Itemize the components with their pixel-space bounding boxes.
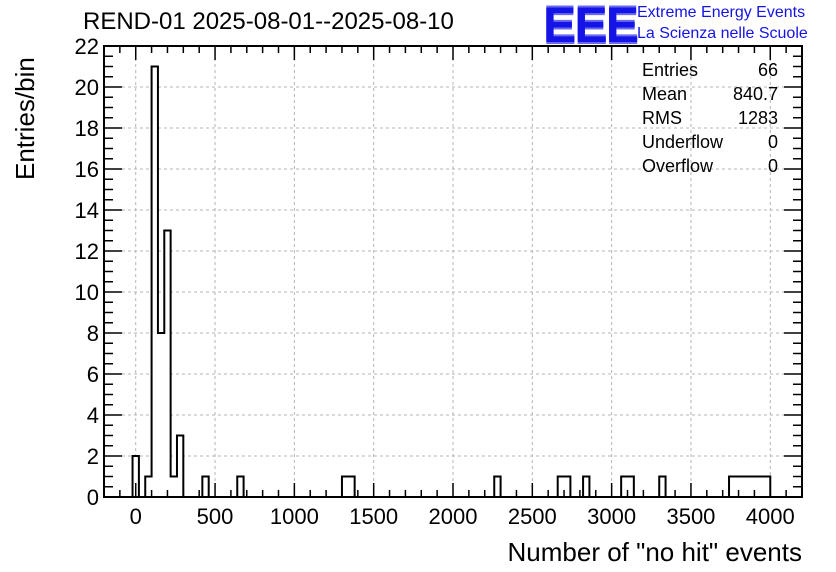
histogram-outline	[131, 65, 772, 497]
histogram-bin	[145, 476, 152, 497]
y-axis-label-wrap: Entries/bin	[8, 57, 40, 180]
x-tick-label: 3500	[666, 504, 715, 529]
histogram-bin	[583, 476, 590, 497]
y-tick-label: 10	[75, 280, 99, 305]
eee-logo: EEE	[543, 0, 639, 53]
stats-entries: Entries 66	[642, 58, 778, 82]
x-tick-label: 500	[197, 504, 234, 529]
stats-overflow-label: Overflow	[642, 156, 714, 176]
stats-entries-value: 66	[757, 60, 778, 80]
stats-rms-label: RMS	[642, 108, 682, 128]
histogram-bin	[557, 476, 571, 497]
y-tick-label: 22	[75, 34, 99, 59]
y-tick-label: 18	[75, 116, 99, 141]
y-tick-label: 14	[75, 198, 99, 223]
x-tick-label: 2000	[429, 504, 478, 529]
histogram-bin	[237, 476, 244, 497]
stats-overflow: Overflow 0	[642, 154, 778, 178]
x-tick-label: 0	[130, 504, 142, 529]
y-tick-labels: 0 2 4 6 8 10 12 14 16 18 20 22	[75, 34, 99, 510]
x-tick-label: 1500	[349, 504, 398, 529]
stats-mean-label: Mean	[642, 84, 688, 104]
logo-line-2: La Scienza nelle Scuole	[637, 25, 808, 42]
y-tick-label: 20	[75, 75, 99, 100]
x-tick-label: 2500	[508, 504, 557, 529]
stats-rms-value: 1283	[737, 108, 778, 128]
y-tick-label: 4	[87, 403, 99, 428]
histogram-bin	[494, 476, 501, 497]
histogram-bin	[151, 66, 158, 497]
axis-ticks	[103, 45, 803, 498]
y-tick-label: 12	[75, 239, 99, 264]
x-tick-label: 1000	[270, 504, 319, 529]
histogram-bin	[132, 456, 139, 497]
histogram-bin	[202, 476, 209, 497]
stats-entries-label: Entries	[642, 60, 699, 80]
x-tick-labels: 0 500 1000 1500 2000 2500 3000 3500 4000	[130, 504, 795, 529]
y-tick-label: 2	[87, 444, 99, 469]
y-tick-label: 16	[75, 157, 99, 182]
grid-lines	[104, 45, 802, 498]
stats-overflow-value: 0	[767, 156, 778, 176]
histogram-bin	[621, 476, 634, 497]
histogram-bin	[170, 476, 177, 497]
stats-underflow: Underflow 0	[642, 130, 778, 154]
stats-rms: RMS 1283	[642, 106, 778, 130]
chart-title: REND-01 2025-08-01--2025-08-10	[83, 8, 454, 35]
histogram-bin	[176, 435, 184, 497]
x-axis-label: Number of "no hit" events	[507, 537, 803, 567]
stats-underflow-value: 0	[767, 132, 778, 152]
stats-mean: Mean 840.7	[642, 82, 778, 106]
y-tick-label: 0	[87, 485, 99, 510]
x-tick-label: 3000	[587, 504, 636, 529]
histogram-bin	[729, 476, 771, 497]
histogram-bin	[341, 476, 355, 497]
x-tick-label: 4000	[746, 504, 795, 529]
y-tick-label: 8	[87, 321, 99, 346]
y-tick-label: 6	[87, 362, 99, 387]
stats-underflow-label: Underflow	[642, 132, 724, 152]
histogram-bin	[164, 230, 171, 497]
logo-line-1: Extreme Energy Events	[637, 4, 806, 21]
y-axis-label: Entries/bin	[10, 57, 40, 180]
stats-box: Entries 66 Mean 840.7 RMS 1283 Underflow…	[642, 58, 778, 178]
histogram-bin	[157, 333, 165, 497]
histogram-bins	[131, 65, 772, 497]
stats-mean-value: 840.7	[732, 84, 778, 104]
histogram-bin	[659, 476, 666, 497]
